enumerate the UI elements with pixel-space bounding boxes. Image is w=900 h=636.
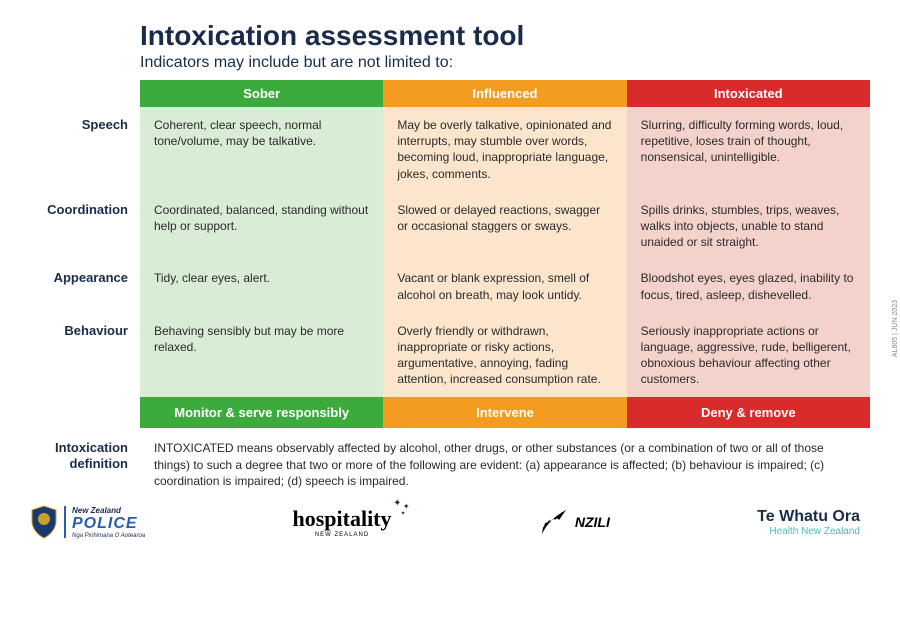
- star-icon: ✦: [393, 498, 401, 509]
- cell-speech-sober: Coherent, clear speech, normal tone/volu…: [140, 107, 383, 192]
- row-label-coordination: Coordination: [30, 192, 140, 261]
- star-icon: ✦: [400, 510, 405, 517]
- footer-logos: New Zealand POLICE Nga Pirihimana O Aote…: [30, 505, 870, 539]
- assessment-table: Sober Influenced Intoxicated Speech Cohe…: [30, 80, 870, 428]
- action-intoxicated: Deny & remove: [627, 397, 870, 428]
- cell-coordination-influenced: Slowed or delayed reactions, swagger or …: [383, 192, 626, 261]
- page-title: Intoxication assessment tool: [140, 20, 870, 52]
- definition-row: Intoxication definition INTOXICATED mean…: [30, 436, 870, 493]
- action-influenced: Intervene: [383, 397, 626, 428]
- police-top: New Zealand: [72, 506, 145, 515]
- cell-appearance-intoxicated: Bloodshot eyes, eyes glazed, inability t…: [627, 260, 870, 312]
- te-whatu-main: Te Whatu Ora: [757, 508, 860, 526]
- nzili-logo: NZILI: [539, 507, 610, 537]
- cell-appearance-sober: Tidy, clear eyes, alert.: [140, 260, 383, 312]
- definition-text: INTOXICATED means observably affected by…: [140, 436, 870, 493]
- blank-action-corner: [30, 397, 140, 428]
- cell-behaviour-influenced: Overly friendly or withdrawn, inappropri…: [383, 313, 626, 398]
- action-sober: Monitor & serve responsibly: [140, 397, 383, 428]
- cell-behaviour-sober: Behaving sensibly but may be more relaxe…: [140, 313, 383, 398]
- doc-id-footnote: AL805 | JUN 2023: [892, 300, 899, 357]
- row-label-speech: Speech: [30, 107, 140, 192]
- row-label-appearance: Appearance: [30, 260, 140, 312]
- col-header-sober: Sober: [140, 80, 383, 107]
- divider-icon: [64, 506, 66, 538]
- cell-coordination-intoxicated: Spills drinks, stumbles, trips, weaves, …: [627, 192, 870, 261]
- cell-speech-intoxicated: Slurring, difficulty forming words, loud…: [627, 107, 870, 192]
- cell-coordination-sober: Coordinated, balanced, standing without …: [140, 192, 383, 261]
- police-sub: Nga Pirihimana O Aotearoa: [72, 533, 145, 539]
- nz-police-logo: New Zealand POLICE Nga Pirihimana O Aote…: [30, 505, 145, 539]
- hospitality-sub: NEW ZEALAND: [315, 532, 369, 538]
- hospitality-logo: hospitality ✦ ✦ ✦ NEW ZEALAND: [292, 506, 391, 538]
- te-whatu-sub: Health New Zealand: [757, 526, 860, 537]
- nzili-text: NZILI: [575, 514, 610, 530]
- col-header-influenced: Influenced: [383, 80, 626, 107]
- cell-speech-influenced: May be overly talkative, opinionated and…: [383, 107, 626, 192]
- definition-label: Intoxication definition: [30, 436, 140, 493]
- blank-corner: [30, 80, 140, 107]
- hospitality-text: hospitality: [292, 506, 391, 531]
- cell-behaviour-intoxicated: Seriously inappropriate actions or langu…: [627, 313, 870, 398]
- row-label-behaviour: Behaviour: [30, 313, 140, 398]
- police-main: POLICE: [72, 515, 145, 533]
- fern-icon: [539, 507, 569, 537]
- col-header-intoxicated: Intoxicated: [627, 80, 870, 107]
- police-badge-icon: [30, 505, 58, 539]
- cell-appearance-influenced: Vacant or blank expression, smell of alc…: [383, 260, 626, 312]
- page-subtitle: Indicators may include but are not limit…: [140, 54, 870, 72]
- te-whatu-ora-logo: Te Whatu Ora Health New Zealand: [757, 508, 860, 537]
